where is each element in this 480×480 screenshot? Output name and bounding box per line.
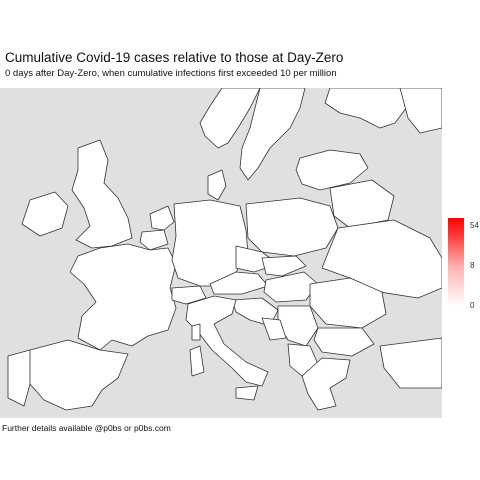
region-belgium xyxy=(139,229,169,251)
region-italy xyxy=(185,295,269,387)
region-sweden xyxy=(239,88,306,181)
region-finland xyxy=(324,88,411,129)
source-caption: Further details available @p0bs or p0bs.… xyxy=(2,423,171,433)
region-denmark xyxy=(207,169,227,201)
region-belarus xyxy=(329,179,395,229)
region-france xyxy=(69,243,177,351)
region-greece xyxy=(301,357,351,411)
legend-tick-low: 0 xyxy=(470,301,475,310)
region-romania xyxy=(309,277,387,329)
region-ireland xyxy=(21,191,69,237)
region-norway xyxy=(199,88,261,149)
region-corsica xyxy=(191,323,201,341)
region-portugal xyxy=(7,349,31,407)
region-turkey xyxy=(379,337,442,389)
region-uk xyxy=(71,139,133,249)
region-serbia xyxy=(277,305,319,347)
legend-tick-mid: 8 xyxy=(470,261,475,270)
region-bulgaria xyxy=(313,327,375,357)
region-sardinia xyxy=(189,345,205,377)
region-netherlands xyxy=(149,205,175,231)
region-russia-north xyxy=(399,88,442,134)
europe-map xyxy=(7,88,442,411)
region-poland xyxy=(245,197,339,257)
region-baltics xyxy=(295,149,369,191)
map-title: Cumulative Covid-19 cases relative to th… xyxy=(5,50,344,65)
region-bosnia xyxy=(261,317,287,341)
region-switzerland xyxy=(171,285,207,305)
region-sicily xyxy=(235,385,259,401)
map-subtitle: 0 days after Day-Zero, when cumulative i… xyxy=(5,68,337,79)
region-slovakia xyxy=(261,255,307,277)
legend-color-bar xyxy=(448,218,464,306)
color-legend: 54 8 0 xyxy=(448,218,479,310)
legend-tick-high: 54 xyxy=(470,221,479,230)
region-hungary xyxy=(263,271,319,303)
map-panel xyxy=(0,88,442,418)
region-spain xyxy=(19,339,129,411)
